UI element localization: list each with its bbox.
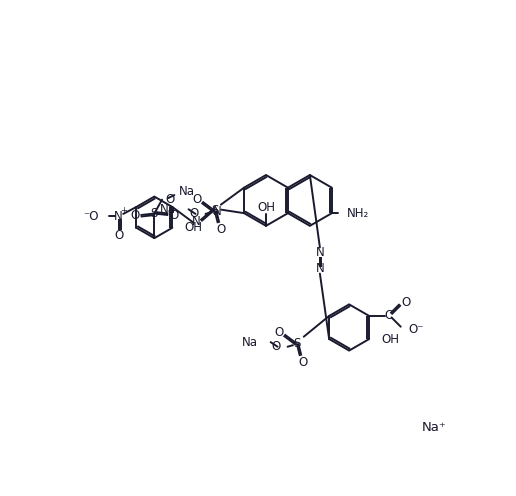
Text: O: O [298,356,308,369]
Text: N: N [192,215,201,228]
Text: N: N [213,205,222,218]
Text: OH: OH [257,201,275,214]
Text: S: S [151,207,158,220]
Text: ⁻O: ⁻O [83,210,99,223]
Text: O: O [401,296,411,309]
Text: Na⁺: Na⁺ [422,421,446,434]
Text: O: O [271,340,281,353]
Text: N: N [315,246,324,258]
Text: O: O [115,229,124,242]
Text: N: N [114,210,123,223]
Text: O: O [189,207,199,220]
Text: O: O [275,325,284,339]
Text: Na: Na [179,185,195,198]
Text: S: S [293,337,300,350]
Text: O: O [216,223,225,236]
Text: Na: Na [160,203,176,216]
Text: NH₂: NH₂ [347,207,369,220]
Text: N: N [315,262,324,275]
Text: OH: OH [381,332,399,346]
Text: OH: OH [185,221,203,234]
Text: O: O [169,208,178,222]
Text: C: C [384,310,393,322]
Text: Na: Na [243,336,259,349]
Text: O: O [165,193,174,206]
Text: O: O [131,208,140,222]
Text: +: + [121,205,127,215]
Text: O: O [192,193,202,206]
Text: S: S [211,204,218,217]
Text: O⁻: O⁻ [409,323,424,336]
